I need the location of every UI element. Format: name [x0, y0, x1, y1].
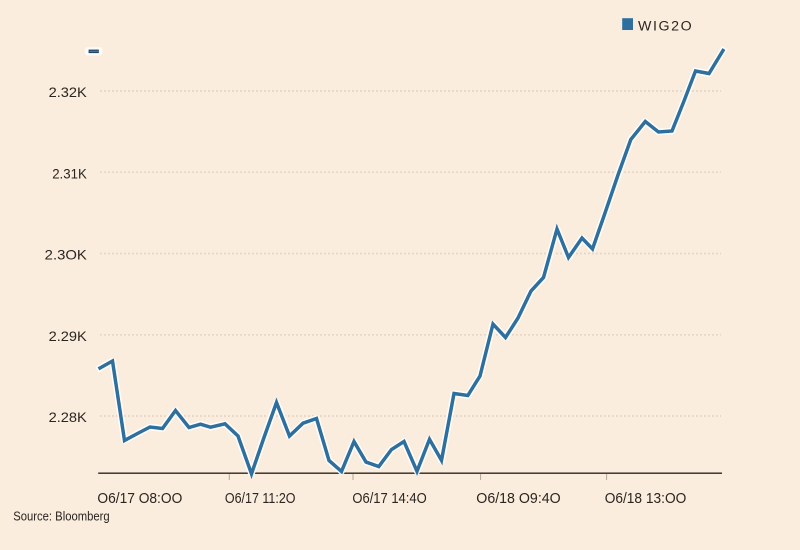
svg-text:Source: Bloomberg: Source: Bloomberg	[13, 508, 110, 523]
svg-text:2.32K: 2.32K	[49, 84, 88, 100]
svg-text:O6/17 O8:OO: O6/17 O8:OO	[97, 491, 182, 507]
svg-text:O6/18 13:OO: O6/18 13:OO	[605, 491, 687, 507]
svg-text:2.28K: 2.28K	[49, 409, 88, 425]
svg-text:2.31K: 2.31K	[52, 165, 87, 181]
svg-text:2.29K: 2.29K	[49, 328, 88, 344]
svg-text:WIG2O: WIG2O	[638, 18, 693, 34]
svg-text:O6/17 14:4O: O6/17 14:4O	[352, 491, 426, 507]
svg-text:2.3OK: 2.3OK	[45, 247, 88, 263]
svg-text:O6/17 11:2O: O6/17 11:2O	[225, 491, 296, 507]
svg-text:O6/18 O9:4O: O6/18 O9:4O	[476, 491, 560, 507]
